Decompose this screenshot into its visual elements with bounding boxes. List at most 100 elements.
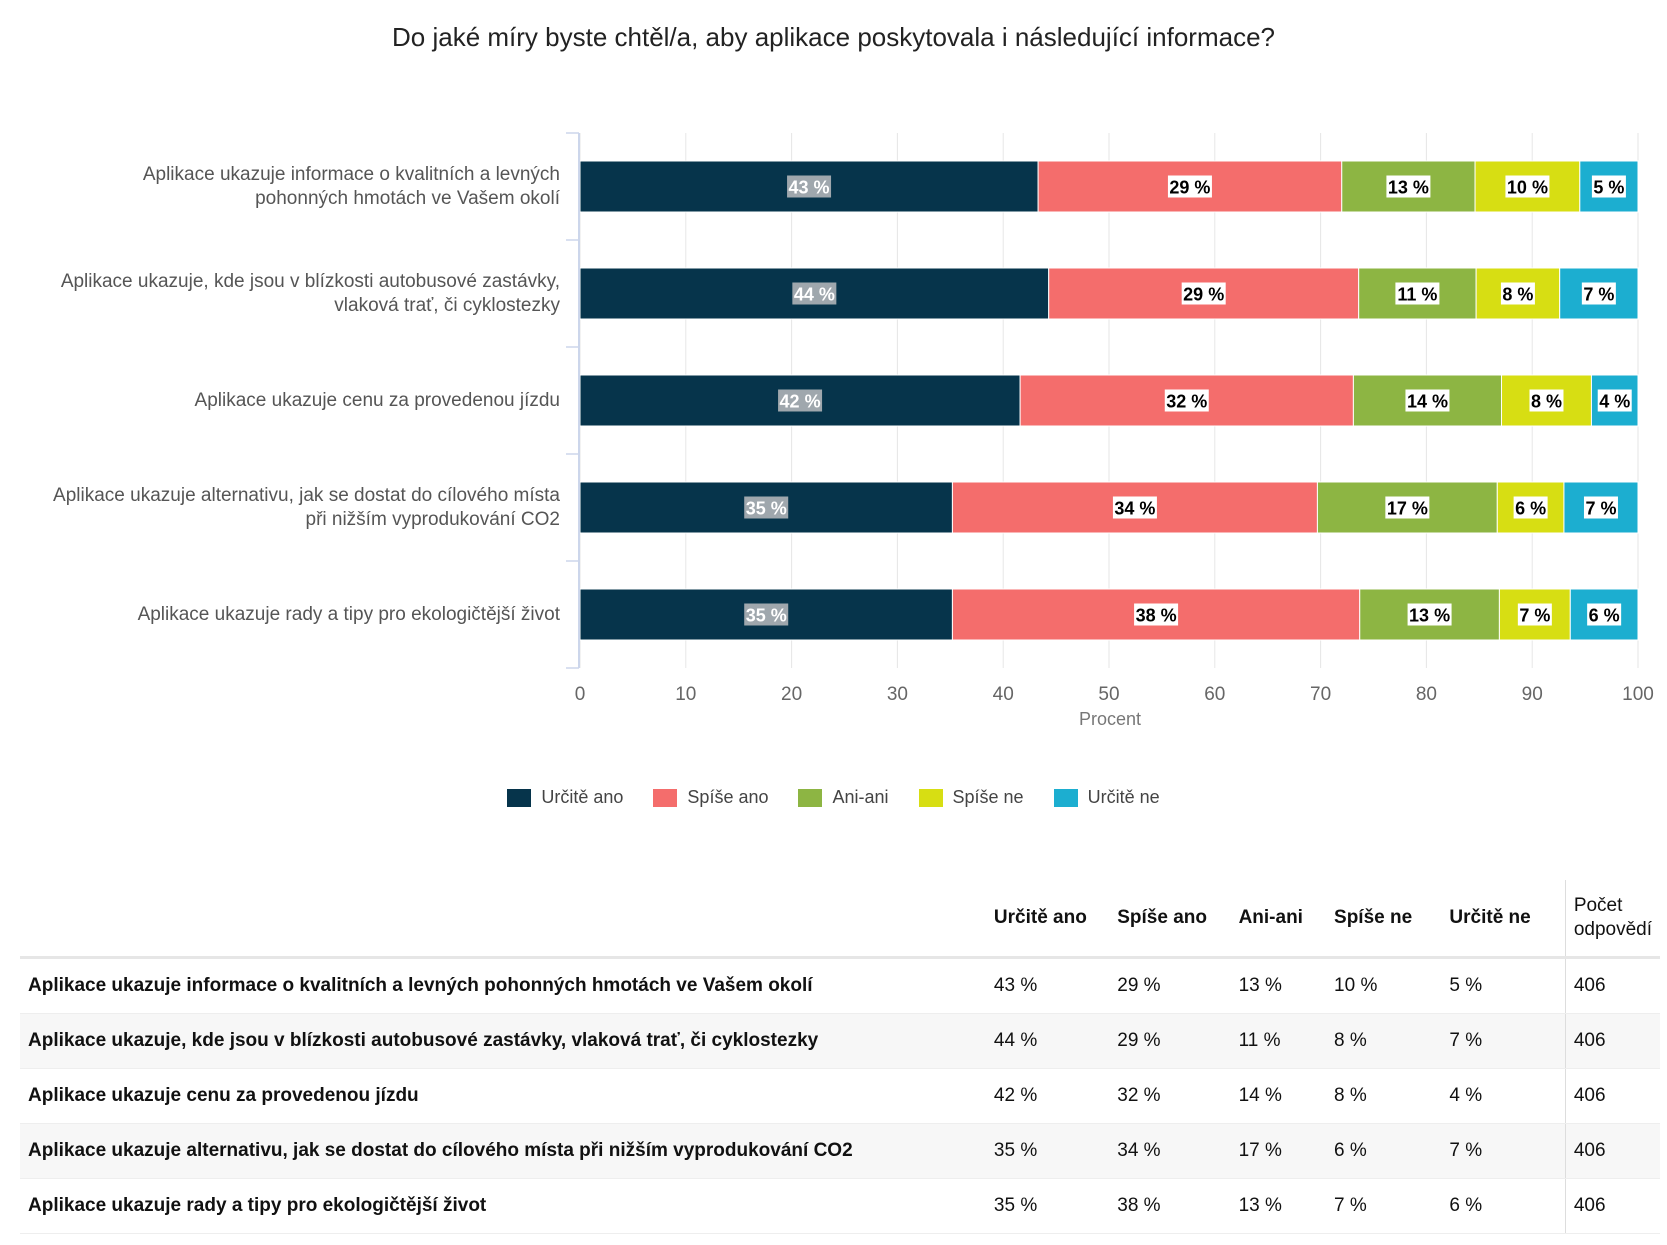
- x-tick-label: 90: [1522, 684, 1543, 705]
- table-cell: 42 %: [985, 1068, 1110, 1124]
- legend-item[interactable]: Určitě ne: [1053, 787, 1160, 808]
- stacked-bar-chart: 43 % 29 % 13 % 10 % 5 % 44 % 29 % 11 % 8 % 7 % 42 …: [566, 132, 1654, 729]
- category-label: Aplikace ukazuje informace o kvalitních …: [0, 163, 560, 211]
- legend-swatch: [798, 788, 823, 807]
- data-label-box: [1500, 282, 1535, 305]
- data-label-box: [1181, 282, 1226, 305]
- table-cell: 35 %: [985, 1123, 1110, 1179]
- legend-label: Určitě ano: [541, 787, 624, 807]
- category-label-line: pohonných hmotách ve Vašem okolí: [255, 187, 560, 209]
- data-label: 17 %: [1387, 499, 1428, 519]
- table-row: Aplikace ukazuje informace o kvalitních …: [20, 957, 1660, 1014]
- data-label: 13 %: [1409, 606, 1450, 626]
- bars: 43 % 29 % 13 % 10 % 5 % 44 % 29 % 11 % 8 % 7 % 42 …: [579, 160, 1639, 641]
- table-row: Aplikace ukazuje rady a tipy pro ekologi…: [20, 1178, 1660, 1234]
- table-row-label: Aplikace ukazuje, kde jsou v blízkosti a…: [20, 1013, 986, 1069]
- table-cell: 10 %: [1326, 957, 1442, 1014]
- data-label-box: [1407, 603, 1452, 626]
- table-cell-count: 406: [1564, 957, 1660, 1014]
- data-label: 6 %: [1515, 499, 1546, 519]
- table-cell: 6 %: [1441, 1178, 1566, 1234]
- data-label: 11 %: [1397, 285, 1437, 305]
- data-label: 29 %: [1169, 178, 1210, 198]
- data-label-box: [1583, 496, 1618, 519]
- table-cell: 7 %: [1326, 1178, 1442, 1234]
- data-label-box: [1164, 389, 1209, 412]
- data-label: 13 %: [1388, 178, 1429, 198]
- table-cell: 35 %: [985, 1178, 1110, 1234]
- data-label: 8 %: [1502, 285, 1533, 305]
- table-row: Aplikace ukazuje cenu za provedenou jízd…: [20, 1068, 1660, 1124]
- table-cell: 38 %: [1109, 1178, 1231, 1234]
- category-label-line: při nižším vyprodukování CO2: [305, 508, 561, 530]
- data-label: 43 %: [789, 178, 830, 198]
- legend-item[interactable]: Určitě ano: [507, 787, 623, 808]
- table-row-label: Aplikace ukazuje informace o kvalitních …: [20, 957, 986, 1014]
- x-tick-label: 10: [675, 684, 696, 705]
- category-label: Aplikace ukazuje cenu za provedenou jízd…: [0, 389, 560, 413]
- table-row-label: Aplikace ukazuje alternativu, jak se dos…: [20, 1123, 986, 1179]
- data-label: 8 %: [1531, 392, 1562, 412]
- data-label-box: [1581, 282, 1616, 305]
- data-label: 32 %: [1166, 392, 1207, 412]
- table-cell: 34 %: [1109, 1123, 1231, 1179]
- table-header: Spíše ano: [1109, 880, 1231, 959]
- legend-label: Ani-ani: [832, 787, 889, 807]
- data-label: 35 %: [746, 499, 787, 519]
- data-label: 44 %: [794, 285, 835, 305]
- table-cell: 5 %: [1441, 957, 1566, 1014]
- table-cell: 32 %: [1109, 1068, 1231, 1124]
- table-cell: 29 %: [1109, 957, 1231, 1014]
- table-cell: 29 %: [1109, 1013, 1231, 1069]
- data-label-box: [1167, 175, 1212, 198]
- data-label-box: [1386, 175, 1431, 198]
- category-label-line: Aplikace ukazuje informace o kvalitních …: [142, 163, 560, 185]
- data-label-box: [1385, 496, 1430, 519]
- data-label: 4 %: [1599, 392, 1630, 412]
- data-label-box: [1513, 496, 1548, 519]
- table-row-label: Aplikace ukazuje rady a tipy pro ekologi…: [20, 1178, 986, 1234]
- legend-item[interactable]: Spíše ano: [653, 787, 768, 808]
- data-label: 38 %: [1136, 606, 1177, 626]
- legend-swatch: [507, 788, 532, 807]
- table-row: Aplikace ukazuje alternativu, jak se dos…: [20, 1123, 1660, 1179]
- data-label-box: [1134, 603, 1179, 626]
- table-cell: 44 %: [985, 1013, 1110, 1069]
- chart-title: Do jaké míry byste chtěl/a, aby aplikace…: [392, 22, 1275, 52]
- axes: 0 10 20 30 40 50 60 70 80 90 100: [566, 132, 1654, 705]
- legend-item[interactable]: Ani-ani: [798, 787, 889, 808]
- data-label-box: [787, 175, 832, 198]
- category-label: Aplikace ukazuje alternativu, jak se dos…: [0, 484, 560, 532]
- bar-segment: [951, 481, 1318, 534]
- data-label: 14 %: [1407, 392, 1448, 412]
- x-tick-label: 40: [993, 684, 1014, 705]
- legend-label: Určitě ne: [1087, 787, 1160, 807]
- data-label: 42 %: [780, 392, 821, 412]
- data-label-box: [1597, 389, 1632, 412]
- x-tick-label: 80: [1416, 684, 1437, 705]
- category-label-line: Aplikace ukazuje alternativu, jak se dos…: [53, 484, 560, 506]
- table-cell: 11 %: [1230, 1013, 1327, 1069]
- category-label-line: Aplikace ukazuje, kde jsou v blízkosti a…: [60, 270, 560, 292]
- table-cell: 43 %: [985, 957, 1110, 1014]
- data-label-box: [744, 496, 789, 519]
- count-header-line: Počet: [1573, 895, 1623, 916]
- data-label-box: [1529, 389, 1564, 412]
- data-label: 34 %: [1114, 499, 1155, 519]
- table-cell: 8 %: [1326, 1013, 1442, 1069]
- category-label: Aplikace ukazuje, kde jsou v blízkosti a…: [0, 270, 560, 318]
- data-label-box: [1395, 282, 1440, 305]
- table-body: Aplikace ukazuje informace o kvalitních …: [20, 957, 1660, 1234]
- category-label-line: vlaková trať, či cyklostezky: [334, 294, 560, 316]
- table-cell-count: 406: [1564, 1068, 1660, 1124]
- legend-swatch: [653, 788, 678, 807]
- x-tick-label: 60: [1204, 684, 1225, 705]
- count-header-line: odpovědí: [1573, 919, 1652, 940]
- x-tick-label: 50: [1098, 684, 1119, 705]
- legend-label: Spíše ne: [952, 787, 1024, 807]
- table-cell-count: 406: [1564, 1178, 1660, 1234]
- legend-item[interactable]: Spíše ne: [918, 787, 1024, 808]
- data-label: 6 %: [1589, 606, 1620, 626]
- data-label-box: [792, 282, 837, 305]
- legend: Určitě ano Spíše ano Ani-ani Spíše ne Určitě…: [0, 787, 1667, 808]
